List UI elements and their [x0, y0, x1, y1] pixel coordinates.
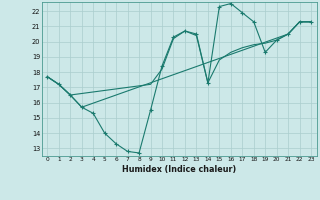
X-axis label: Humidex (Indice chaleur): Humidex (Indice chaleur) — [122, 165, 236, 174]
